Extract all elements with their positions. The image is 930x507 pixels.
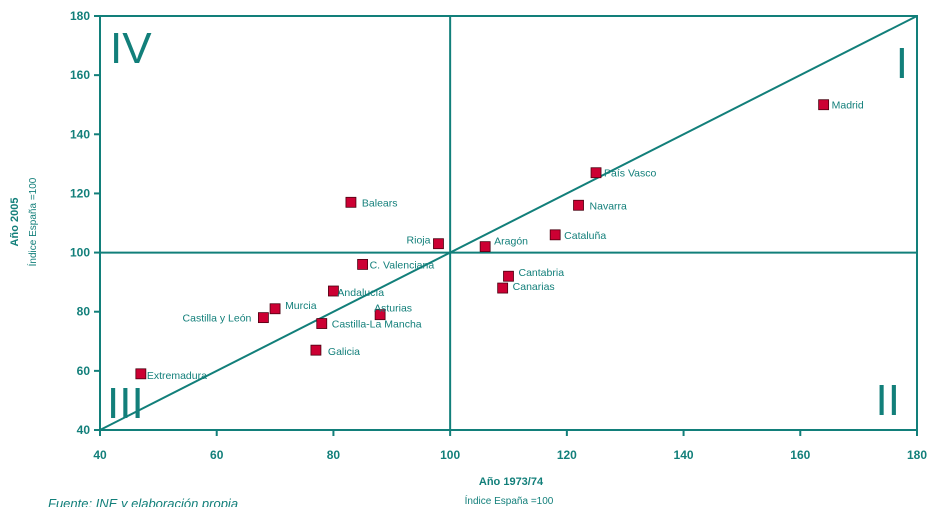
axis-titles: Año 1973/74 Índice España =100 Año 2005 … (9, 177, 554, 507)
x-tick-label: 40 (93, 448, 107, 462)
point-label: Canarias (513, 281, 555, 293)
data-point (345, 196, 357, 208)
y-tick-label: 40 (77, 423, 91, 437)
y-tick-label: 60 (77, 364, 91, 378)
x-tick-label: 160 (790, 448, 810, 462)
data-point (269, 303, 281, 315)
y-axis-title: Año 2005 (9, 198, 21, 247)
data-point (433, 238, 444, 250)
data-point (357, 258, 369, 270)
x-tick-label: 140 (674, 448, 694, 462)
point-label: Cantabria (519, 267, 565, 279)
data-point (316, 318, 328, 329)
diagonal-line (99, 15, 918, 431)
data-point (497, 282, 509, 294)
x-tick-label: 180 (907, 448, 927, 462)
data-point (549, 229, 561, 241)
x-tick-label: 60 (210, 448, 224, 462)
data-point (310, 344, 322, 356)
reference-lines (99, 15, 918, 431)
y-tick-label: 120 (70, 186, 90, 200)
data-point (135, 368, 147, 380)
x-tick-label: 100 (440, 448, 460, 462)
quadrant-label-iv: IV (110, 24, 152, 73)
point-label: Madrid (832, 100, 864, 112)
x-axis-subtitle: Índice España =100 (465, 494, 554, 507)
data-point (374, 309, 386, 321)
point-label: Balears (362, 197, 398, 209)
point-label: País Vasco (604, 168, 656, 180)
y-axis-subtitle: Índice España =100 (26, 177, 39, 266)
x-tick-label: 80 (327, 448, 341, 462)
y-tick-label: 140 (70, 127, 90, 141)
y-tick-label: 100 (70, 246, 90, 260)
point-label: Galicia (328, 346, 360, 358)
point-label: Andalucía (337, 287, 384, 299)
point-label: Rioja (407, 235, 431, 247)
point-label: Asturias (374, 303, 412, 315)
point-label: Castilla y León (183, 313, 252, 325)
data-point (573, 199, 584, 211)
quadrant-label-ii: II (876, 376, 900, 425)
y-tick-label: 80 (77, 305, 91, 319)
point-label: Extremadura (147, 370, 207, 382)
plot-frame (99, 15, 918, 431)
point-label: Castilla-La Mancha (332, 319, 422, 331)
data-point (503, 270, 514, 282)
point-label: Aragón (494, 236, 528, 248)
point-label: Cataluña (564, 230, 606, 242)
x-axis-title: Año 1973/74 (479, 476, 544, 488)
point-label: Murcia (285, 300, 317, 312)
data-point (479, 241, 491, 253)
data-points: Madrid País Vasco Navarra Cataluña Balears Ri… (135, 99, 864, 382)
x-tick-label: 120 (557, 448, 577, 462)
y-tick-label: 160 (70, 68, 90, 82)
data-point (590, 167, 602, 179)
quadrant-label-iii: III (107, 379, 144, 428)
y-tick-label: 180 (70, 9, 90, 23)
data-point (818, 99, 830, 111)
quadrant-label-i: I (896, 39, 908, 88)
point-label: Navarra (590, 200, 628, 212)
point-label: C. Valenciana (370, 259, 435, 271)
data-point (328, 285, 339, 297)
source-note: Fuente: INE y elaboración propia (48, 496, 238, 507)
axes-group: 40 60 80 100 120 140 160 180 40 60 80 100 120 140 160 1… (70, 9, 927, 462)
data-point (257, 312, 269, 324)
